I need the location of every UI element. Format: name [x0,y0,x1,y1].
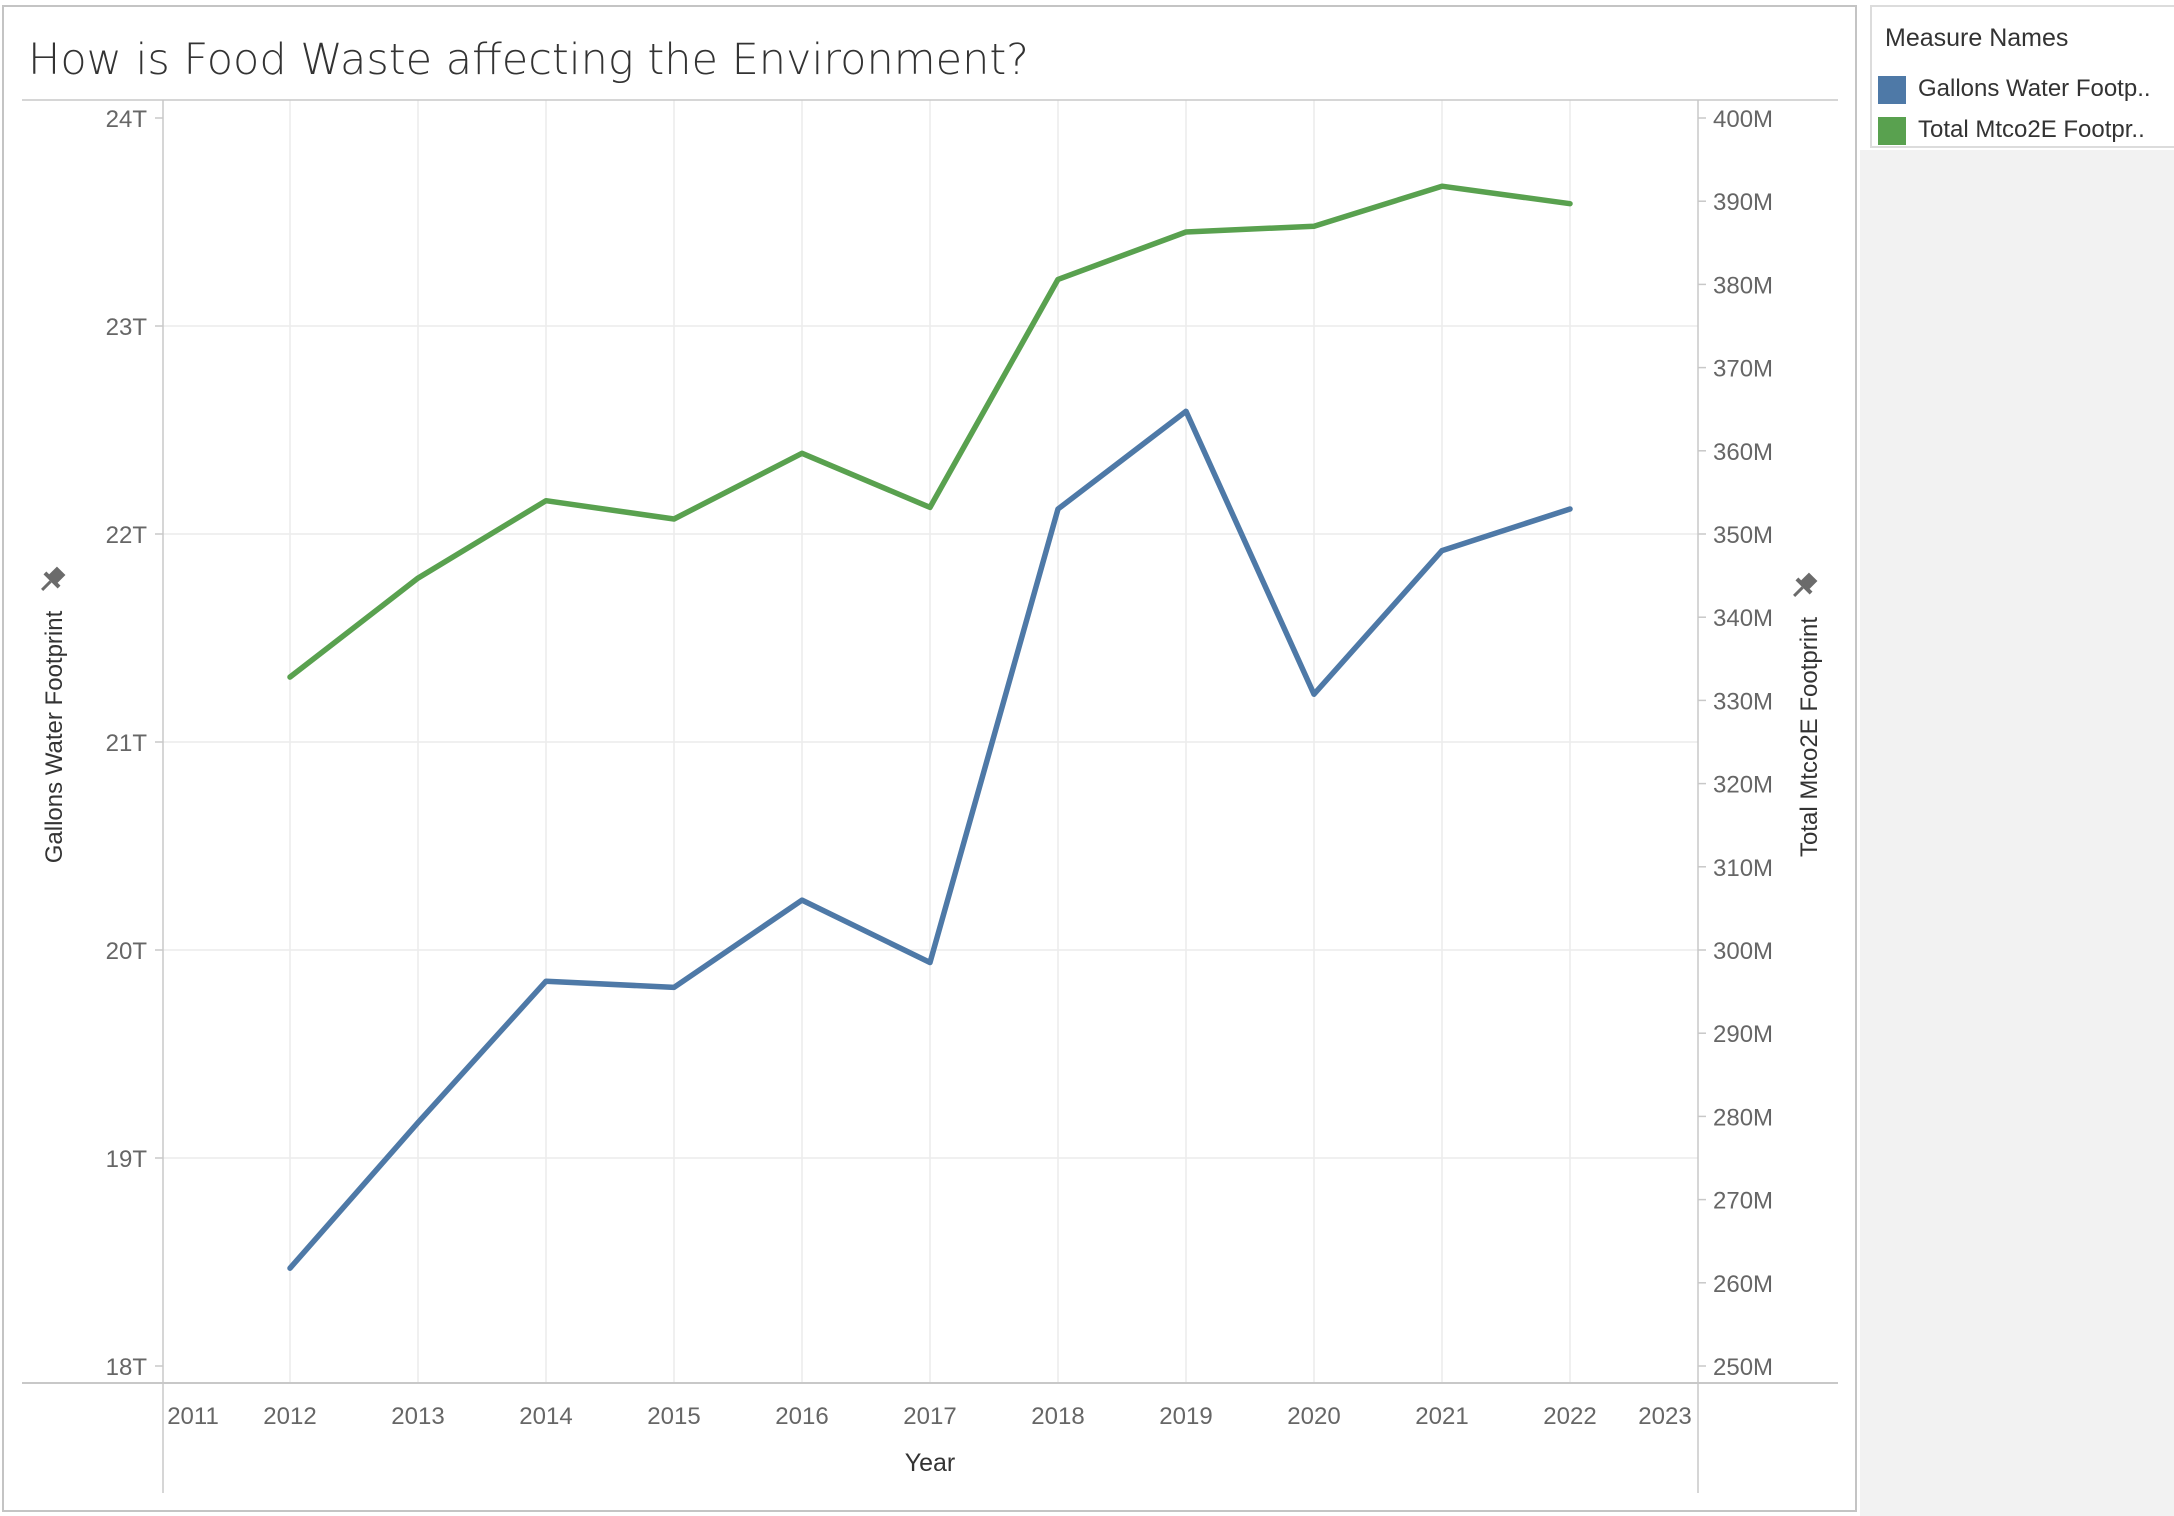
legend-title: Measure Names [1885,24,2069,52]
legend-item-gallons-water[interactable]: Gallons Water Footp.. [1878,73,2174,109]
data-point [544,979,548,983]
right-tick-label: 270M [1713,1188,1773,1215]
left-tick-label: 24T [106,106,148,133]
data-point [672,985,676,989]
legend: Measure Names Gallons Water Footp.. Tota… [1870,5,2174,148]
data-point [1312,224,1316,228]
data-point [288,675,292,679]
legend-swatch [1878,76,1906,104]
data-point [1440,184,1444,188]
data-point [672,517,676,521]
data-point [800,451,804,455]
right-tick-label: 290M [1713,1021,1773,1048]
x-tick-label: 2011 [167,1403,219,1430]
line-chart: 18T 19T 20T 21T 22T 23T 24T 250M 260M 270M 280M 29… [22,99,1838,1493]
right-tick-label: 250M [1713,1354,1773,1381]
data-point [1056,507,1060,511]
x-tick-label: 2013 [391,1403,444,1430]
right-tick-label: 280M [1713,1104,1773,1131]
legend-item-label: Total Mtco2E Footpr.. [1918,116,2145,143]
right-tick-label: 300M [1713,938,1773,965]
x-tick-label: 2019 [1159,1403,1212,1430]
chart-title: How is Food Waste affecting the Environm… [28,35,1030,85]
x-tick-label: 2020 [1287,1403,1340,1430]
left-tick-label: 21T [106,730,148,757]
axes [22,99,1838,1493]
right-axis-pin-icon[interactable] [1787,570,1820,603]
right-tick-label: 310M [1713,855,1773,882]
left-axis-pin-icon[interactable] [35,564,68,597]
x-axis-ticks: 2011 2012 2013 2014 2015 2016 2017 2018 2019 2020… [167,1403,1692,1430]
x-tick-label: 2014 [519,1403,572,1430]
right-tick-label: 350M [1713,522,1773,549]
x-tick-label: 2021 [1415,1403,1468,1430]
legend-item-total-mtco2e[interactable]: Total Mtco2E Footpr.. [1878,114,2174,150]
left-tick-label: 18T [106,1354,148,1381]
right-tick-label: 360M [1713,439,1773,466]
left-tick-label: 20T [106,938,148,965]
right-tick-label: 320M [1713,772,1773,799]
x-tick-label: 2015 [647,1403,700,1430]
left-axis-ticks: 18T 19T 20T 21T 22T 23T 24T [106,106,163,1381]
x-tick-label: 2018 [1031,1403,1084,1430]
right-tick-label: 340M [1713,605,1773,632]
data-point [288,1266,292,1270]
right-tick-label: 330M [1713,688,1773,715]
x-tick-label: 2017 [903,1403,956,1430]
data-point [1568,507,1572,511]
grid-lines [163,100,1698,1383]
side-panel-background [1860,150,2174,1516]
data-point [544,499,548,503]
data-point [416,1121,420,1125]
series-lines [287,183,1573,1271]
legend-swatch [1878,117,1906,145]
x-tick-label: 2022 [1543,1403,1596,1430]
right-tick-label: 400M [1713,106,1773,133]
right-tick-label: 390M [1713,189,1773,216]
data-point [928,505,932,509]
right-tick-label: 260M [1713,1271,1773,1298]
right-axis-ticks: 250M 260M 270M 280M 290M 300M 310M 320M 330M 340M… [1698,106,1773,1381]
x-axis-label: Year [905,1449,956,1477]
right-tick-label: 380M [1713,272,1773,299]
data-point [1184,409,1188,413]
data-point [928,961,932,964]
y-axis-left-label: Gallons Water Footprint [41,610,68,863]
x-tick-label: 2012 [263,1403,316,1430]
data-point [1440,549,1444,553]
right-tick-label: 370M [1713,356,1773,383]
data-point [1056,277,1060,281]
data-point [416,576,420,580]
x-tick-label: 2023 [1638,1403,1691,1430]
left-tick-label: 23T [106,314,148,341]
y-axis-right-label: Total Mtco2E Footprint [1796,617,1823,857]
x-tick-label: 2016 [775,1403,828,1430]
data-point [1312,692,1316,696]
data-point [800,898,804,902]
legend-item-label: Gallons Water Footp.. [1918,75,2151,102]
data-point [1184,230,1188,234]
left-tick-label: 19T [106,1146,148,1173]
data-point [1568,202,1572,206]
left-tick-label: 22T [106,522,148,549]
